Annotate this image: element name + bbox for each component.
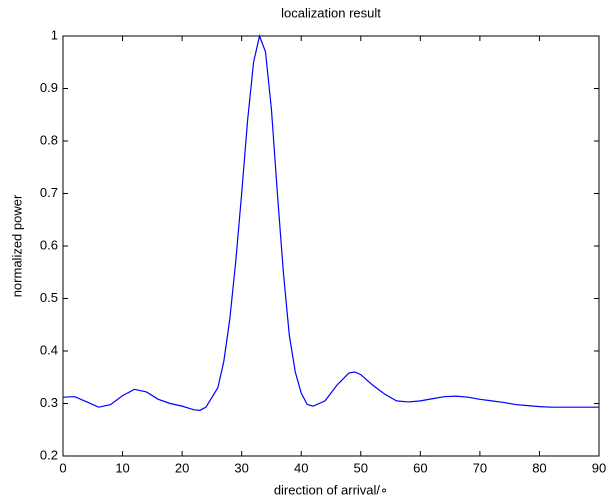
chart-title: localization result bbox=[281, 5, 381, 20]
y-tick-label: 0.4 bbox=[40, 342, 58, 357]
y-tick-label: 0.2 bbox=[40, 447, 58, 462]
data-line bbox=[62, 33, 599, 411]
x-tick-label: 20 bbox=[175, 460, 189, 475]
y-tick-label: 0.9 bbox=[40, 80, 58, 95]
x-tick-label: 10 bbox=[115, 460, 129, 475]
y-tick-label: 0.6 bbox=[40, 237, 58, 252]
y-axis-label: normalized power bbox=[9, 194, 24, 297]
x-tick-label: 90 bbox=[592, 460, 606, 475]
y-tick-label: 0.8 bbox=[40, 132, 58, 147]
y-tick-label: 1 bbox=[51, 27, 58, 42]
y-tick-label: 0.7 bbox=[40, 185, 58, 200]
x-tick-label: 70 bbox=[473, 460, 487, 475]
x-tick-label: 80 bbox=[532, 460, 546, 475]
x-tick-label: 30 bbox=[234, 460, 248, 475]
x-tick-label: 40 bbox=[294, 460, 308, 475]
y-tick-label: 0.5 bbox=[40, 290, 58, 305]
x-axis-label: direction of arrival/∘ bbox=[274, 482, 388, 497]
x-tick-label: 60 bbox=[413, 460, 427, 475]
x-tick-label: 0 bbox=[59, 460, 66, 475]
x-tick-label: 50 bbox=[354, 460, 368, 475]
y-tick-label: 0.3 bbox=[40, 395, 58, 410]
